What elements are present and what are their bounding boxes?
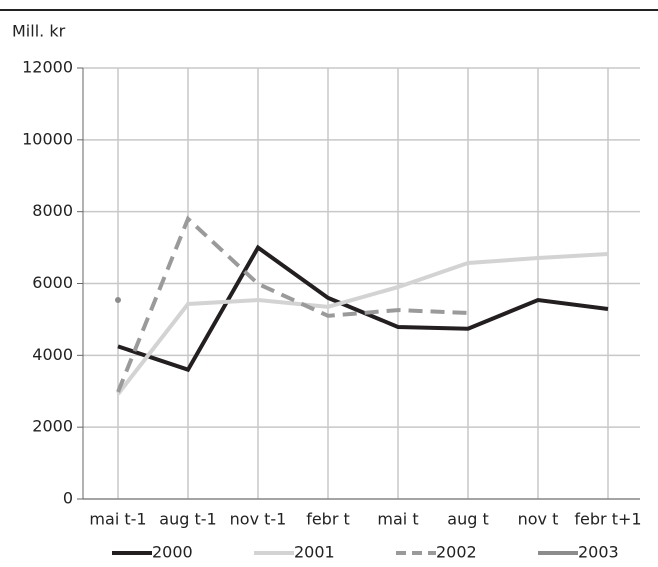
line-point (115, 297, 121, 304)
x-tick-label: aug t-1 (159, 510, 216, 529)
x-tick-label: mai t (377, 510, 418, 529)
y-tick-label: 12000 (22, 58, 73, 77)
legend-label: 2001 (294, 543, 335, 562)
x-tick-label: nov t-1 (230, 510, 287, 529)
line-series (116, 252, 609, 396)
x-tick-label: aug t (447, 510, 488, 529)
legend-label: 2003 (578, 543, 619, 562)
line-series (117, 244, 609, 373)
y-tick-label: 8000 (32, 201, 73, 220)
y-tick-label: 4000 (32, 345, 73, 364)
line-series (116, 215, 469, 393)
x-tick-label: febr t (306, 510, 350, 529)
y-tick-label: 0 (63, 489, 73, 508)
legend-label: 2000 (152, 543, 193, 562)
y-axis-label: Mill. kr (12, 22, 66, 41)
x-tick-label: nov t (518, 510, 559, 529)
x-tick-label: mai t-1 (89, 510, 146, 529)
legend-label: 2002 (436, 543, 477, 562)
y-tick-label: 10000 (22, 129, 73, 148)
x-tick-label: febr t+1 (574, 510, 641, 529)
y-tick-label: 6000 (32, 273, 73, 292)
y-tick-label: 2000 (32, 417, 73, 436)
